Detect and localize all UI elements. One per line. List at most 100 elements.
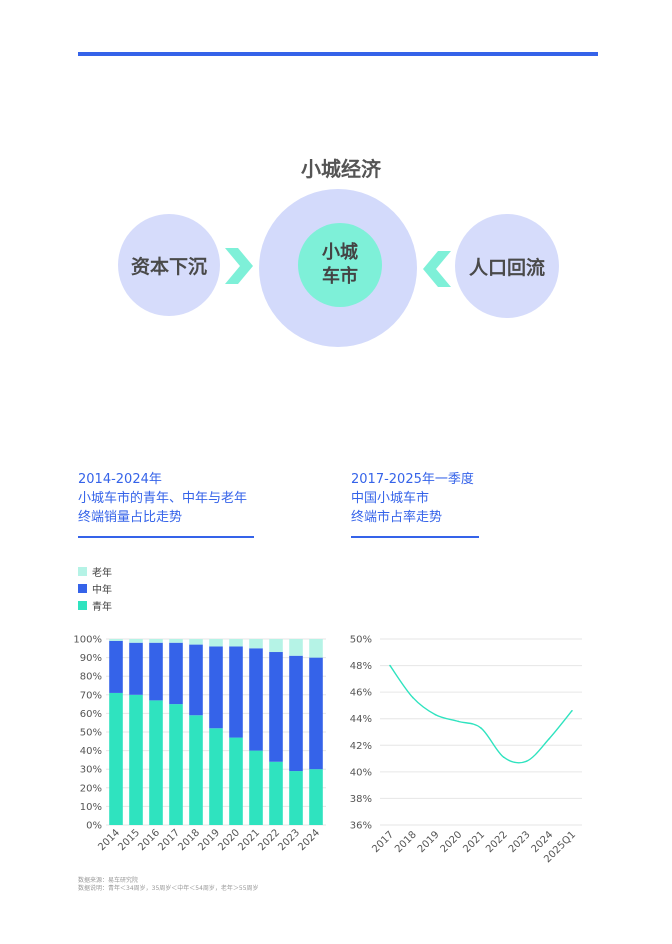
bar-segment	[109, 640, 123, 693]
x-tick-label: 2018	[393, 829, 419, 855]
legend-swatch-young	[78, 601, 87, 610]
right-chart-heading: 2017-2025年一季度 中国小城车市 终端市占率走势	[351, 470, 474, 527]
x-tick-label: 2015	[116, 827, 142, 853]
left-heading-line1: 2014-2024年	[78, 472, 162, 487]
bar-segment	[269, 761, 283, 825]
bar-segment	[249, 750, 263, 825]
left-heading-line2: 小城车市的青年、中年与老年	[78, 491, 248, 506]
bar-segment	[129, 639, 143, 643]
bar-segment	[169, 639, 183, 643]
x-tick-label: 2020	[439, 829, 465, 855]
bar-segment	[289, 639, 303, 656]
bar-segment	[309, 769, 323, 825]
bar-segment	[209, 728, 223, 825]
y-tick-label: 40%	[80, 746, 102, 757]
bar-segment	[189, 644, 203, 716]
bar-segment	[209, 646, 223, 729]
x-tick-label: 2017	[370, 829, 396, 855]
y-tick-label: 42%	[350, 741, 372, 752]
footnote-source: 数据来源：易车研究院	[78, 877, 139, 884]
y-tick-label: 70%	[80, 690, 102, 701]
left-heading-line3: 终端销量占比走势	[78, 510, 183, 525]
y-tick-label: 50%	[80, 728, 102, 739]
x-tick-label: 2018	[176, 827, 202, 853]
y-tick-label: 50%	[350, 635, 372, 646]
x-tick-label: 2022	[484, 829, 510, 855]
footnote: 数据来源：易车研究院 数据说明：青年＜34周岁，35周岁＜中年＜54周岁，老年＞…	[78, 877, 259, 893]
footnote-definition: 数据说明：青年＜34周岁，35周岁＜中年＜54周岁，老年＞55周岁	[78, 885, 259, 892]
x-tick-label: 2023	[276, 827, 302, 853]
y-tick-label: 38%	[350, 794, 372, 805]
right-heading-line2: 中国小城车市	[351, 491, 430, 506]
age-share-stacked-bar-chart: 0%10%20%30%40%50%60%70%80%90%100%2014201…	[73, 635, 326, 853]
line-point	[548, 737, 551, 740]
line-point	[434, 713, 437, 716]
bar-segment	[229, 639, 243, 647]
left-chart-heading: 2014-2024年 小城车市的青年、中年与老年 终端销量占比走势	[78, 470, 247, 527]
x-tick-label: 2022	[256, 827, 282, 853]
chevron-left-icon	[423, 251, 451, 287]
bar-segment	[149, 642, 163, 701]
legend-swatch-old	[78, 567, 87, 576]
y-tick-label: 48%	[350, 661, 372, 672]
x-tick-label: 2021	[461, 829, 487, 855]
legend-item-old: 老年	[78, 563, 112, 580]
legend-label-young: 青年	[92, 602, 112, 613]
y-tick-label: 60%	[80, 709, 102, 720]
y-tick-label: 90%	[80, 653, 102, 664]
bar-segment	[109, 639, 123, 641]
legend-item-middle: 中年	[78, 580, 112, 597]
capital-sinking-circle: 资本下沉	[118, 214, 220, 316]
population-return-label: 人口回流	[468, 256, 545, 279]
line-point	[457, 720, 460, 723]
bar-segment	[209, 639, 223, 647]
bar-segment	[149, 700, 163, 825]
center-circle: 小城 车市	[298, 223, 382, 307]
y-tick-label: 44%	[350, 714, 372, 725]
y-tick-label: 10%	[80, 802, 102, 813]
right-heading-line1: 2017-2025年一季度	[351, 472, 474, 487]
bar-segment	[249, 648, 263, 751]
bar-segment	[229, 737, 243, 825]
center-label-line2: 车市	[322, 266, 358, 287]
bar-segment	[169, 704, 183, 825]
line-point	[411, 696, 414, 699]
bar-segment	[129, 642, 143, 695]
x-tick-label: 2019	[196, 827, 222, 853]
bar-segment	[269, 639, 283, 653]
center-label-line1: 小城	[322, 242, 358, 263]
market-share-line	[389, 665, 573, 764]
diagram-title: 小城经济	[301, 157, 381, 181]
y-tick-label: 80%	[80, 672, 102, 683]
x-tick-label: 2024	[296, 827, 322, 853]
capital-sinking-label: 资本下沉	[130, 255, 207, 278]
chart-legend: 老年 中年 青年	[78, 563, 112, 614]
x-tick-label: 2017	[156, 827, 182, 853]
y-tick-label: 30%	[80, 765, 102, 776]
line-point	[389, 664, 391, 667]
chevron-right-icon	[225, 248, 253, 284]
bar-segment	[189, 639, 203, 645]
bar-segment	[309, 657, 323, 770]
y-tick-label: 100%	[73, 635, 102, 646]
legend-label-old: 老年	[92, 568, 112, 579]
bar-segment	[129, 694, 143, 825]
y-tick-label: 40%	[350, 767, 372, 778]
x-tick-label: 2021	[236, 827, 262, 853]
bar-segment	[309, 639, 323, 658]
bar-segment	[169, 642, 183, 705]
right-heading-line3: 终端市占率走势	[351, 510, 443, 525]
bar-segment	[109, 692, 123, 825]
bar-segment	[229, 646, 243, 738]
bar-segment	[289, 771, 303, 825]
population-return-circle: 人口回流	[455, 214, 559, 318]
market-share-line-chart: 36% 38% 40% 42% 44% 46% 48% 50% 2017201820192020…	[350, 635, 582, 865]
y-tick-label: 36%	[350, 821, 372, 832]
line-point	[571, 709, 573, 712]
x-tick-label: 2020	[216, 827, 242, 853]
y-tick-label: 0%	[86, 821, 102, 832]
bar-segment	[289, 655, 303, 772]
legend-swatch-middle	[78, 584, 87, 593]
top-rule	[78, 52, 598, 56]
bar-segment	[189, 715, 203, 825]
